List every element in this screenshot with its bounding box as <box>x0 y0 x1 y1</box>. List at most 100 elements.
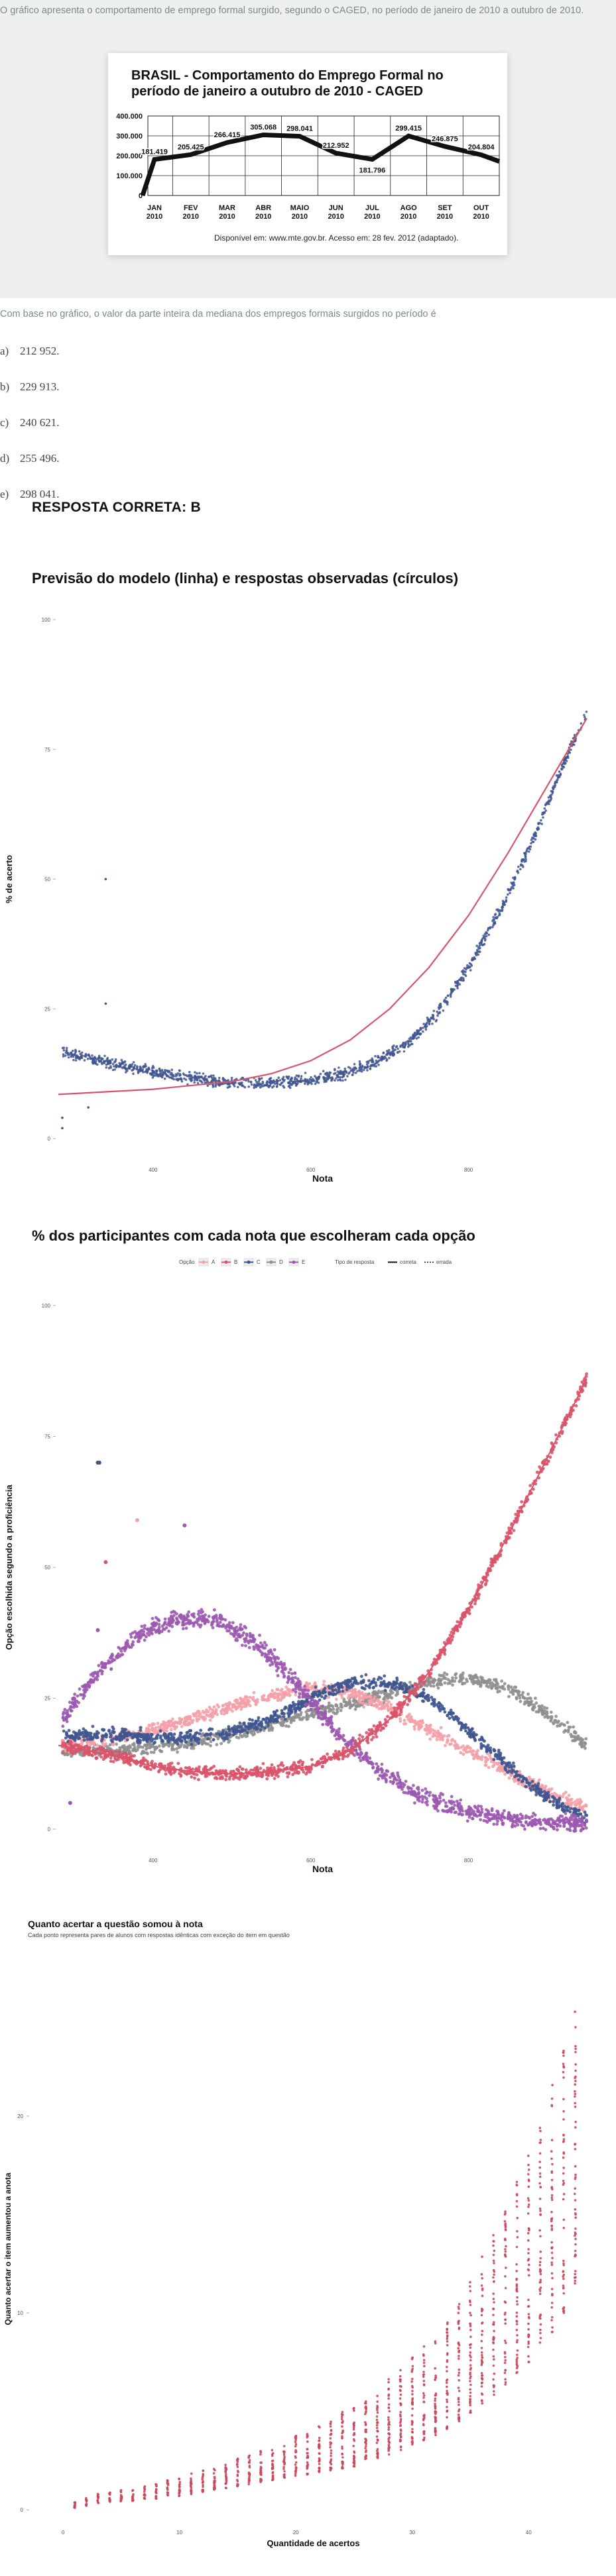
observed-point <box>354 1072 357 1074</box>
option-point <box>487 1765 491 1769</box>
option-point <box>373 1695 377 1699</box>
option-point <box>517 1689 521 1693</box>
option-point <box>489 1746 493 1750</box>
y-tick-label: 50 <box>44 877 50 883</box>
option-point <box>219 1732 223 1736</box>
option-point <box>207 1614 211 1618</box>
y-tick-label: 0 <box>48 1136 51 1142</box>
caged-x-tick-month: FEV <box>184 204 198 212</box>
observed-point <box>263 1084 266 1087</box>
option-point <box>561 1795 564 1799</box>
observed-point <box>243 1086 247 1089</box>
caged-chart: BRASIL - Comportamento do Emprego Formal… <box>116 68 501 243</box>
option-point <box>479 1818 482 1822</box>
option-point <box>294 1690 298 1694</box>
option-point <box>534 1701 538 1705</box>
observed-point <box>86 1057 90 1060</box>
option-point <box>237 1703 241 1706</box>
observed-point <box>326 1077 330 1080</box>
option-point <box>197 1709 201 1713</box>
option-point <box>450 1742 453 1746</box>
option-point <box>166 1723 170 1727</box>
observed-point <box>361 1065 364 1068</box>
legend-swatch-dot <box>269 1260 273 1264</box>
observed-point <box>395 1046 398 1048</box>
option-point <box>188 1717 192 1721</box>
option-point <box>459 1679 462 1683</box>
observed-point <box>170 1072 173 1074</box>
observed-point <box>342 1074 345 1077</box>
option-point <box>109 1732 112 1735</box>
option-point <box>486 1744 490 1747</box>
observed-point <box>465 966 468 969</box>
observed-point <box>78 1056 82 1059</box>
option-point <box>74 1734 77 1738</box>
option-point <box>511 1689 515 1692</box>
option-point <box>423 1696 427 1700</box>
option-point <box>343 1704 347 1708</box>
option-point <box>550 1718 553 1722</box>
observed-point <box>534 838 537 841</box>
option-point <box>397 1775 400 1779</box>
option-point <box>134 1735 138 1738</box>
option-point <box>408 1681 412 1684</box>
observed-point <box>512 887 515 890</box>
option-point <box>517 1782 521 1785</box>
observed-point <box>385 1053 388 1056</box>
observed-point <box>562 762 564 765</box>
observed-point <box>159 1072 162 1075</box>
observed-point <box>562 759 566 762</box>
option-point <box>463 1746 467 1750</box>
option-point <box>524 1785 528 1789</box>
option-point <box>552 1722 556 1726</box>
option-point <box>108 1743 112 1747</box>
option-point <box>432 1701 436 1704</box>
option-point <box>232 1703 236 1707</box>
observed-point <box>492 924 495 926</box>
option-point <box>573 1735 577 1739</box>
observed-point <box>431 1023 434 1025</box>
option-point <box>380 1682 384 1685</box>
option-point <box>242 1699 245 1703</box>
option-point <box>399 1719 402 1723</box>
option-point <box>288 1689 292 1692</box>
observed-point <box>178 1074 181 1077</box>
option-point <box>417 1728 421 1731</box>
option-point <box>100 1672 104 1676</box>
observed-point <box>418 1033 422 1036</box>
option-point <box>584 1813 587 1817</box>
option-point <box>221 1728 225 1732</box>
legend-option-label: D <box>279 1259 283 1265</box>
option-point <box>526 1697 530 1701</box>
observed-point <box>100 1062 103 1064</box>
option-point <box>251 1718 254 1722</box>
option-point <box>206 1742 210 1746</box>
observed-point <box>442 1009 445 1012</box>
observed-point <box>554 784 557 787</box>
option-point <box>367 1679 371 1683</box>
observed-point <box>288 1086 292 1090</box>
observed-point <box>260 1083 263 1086</box>
observed-point-outlier <box>104 1002 107 1005</box>
option-point <box>176 1738 180 1741</box>
option-point <box>142 1736 146 1740</box>
option-point <box>161 1742 165 1746</box>
option-point <box>335 1708 339 1712</box>
option-point <box>451 1738 454 1742</box>
observed-point <box>528 848 532 851</box>
option-point <box>158 1729 162 1733</box>
option-point <box>439 1674 443 1677</box>
observed-point <box>552 787 555 791</box>
option-point <box>225 1707 229 1710</box>
observed-point <box>560 767 563 771</box>
option-point <box>271 1689 275 1693</box>
option-point <box>133 1732 137 1736</box>
observed-point <box>175 1078 178 1081</box>
option-point <box>347 1689 351 1693</box>
observed-point <box>152 1074 155 1077</box>
observed-point <box>62 1053 65 1056</box>
caged-x-tick-year: 2010 <box>292 213 308 221</box>
observed-point <box>371 1059 374 1062</box>
option-point <box>111 1737 115 1741</box>
observed-point <box>482 934 485 937</box>
